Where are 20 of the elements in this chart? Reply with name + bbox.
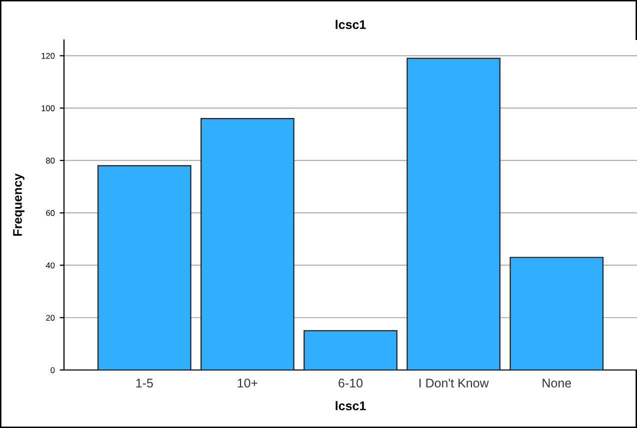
- x-tick-label: 10+: [238, 378, 258, 388]
- y-tick-label: 120: [42, 52, 55, 59]
- x-tick-label: None: [542, 378, 571, 388]
- x-tick-label: I Don't Know: [419, 378, 489, 388]
- bar: [510, 256, 604, 370]
- bar: [97, 165, 192, 370]
- x-tick-label: 1-5: [136, 378, 153, 388]
- y-tick-label: 60: [46, 210, 55, 216]
- x-axis-title: lcsc1: [336, 401, 366, 410]
- y-tick-label: 0: [50, 367, 55, 374]
- y-tick-label: 20: [46, 314, 55, 321]
- bar: [200, 118, 294, 370]
- bar: [304, 330, 398, 370]
- y-tick-label: 40: [46, 262, 55, 268]
- chart-title: lcsc1: [336, 20, 366, 30]
- x-tick-label: 6-10: [338, 378, 363, 388]
- y-tick-label: 80: [46, 158, 55, 164]
- y-axis-title: Frequency: [13, 173, 24, 236]
- y-tick-label: 100: [42, 105, 55, 112]
- bar: [406, 58, 500, 370]
